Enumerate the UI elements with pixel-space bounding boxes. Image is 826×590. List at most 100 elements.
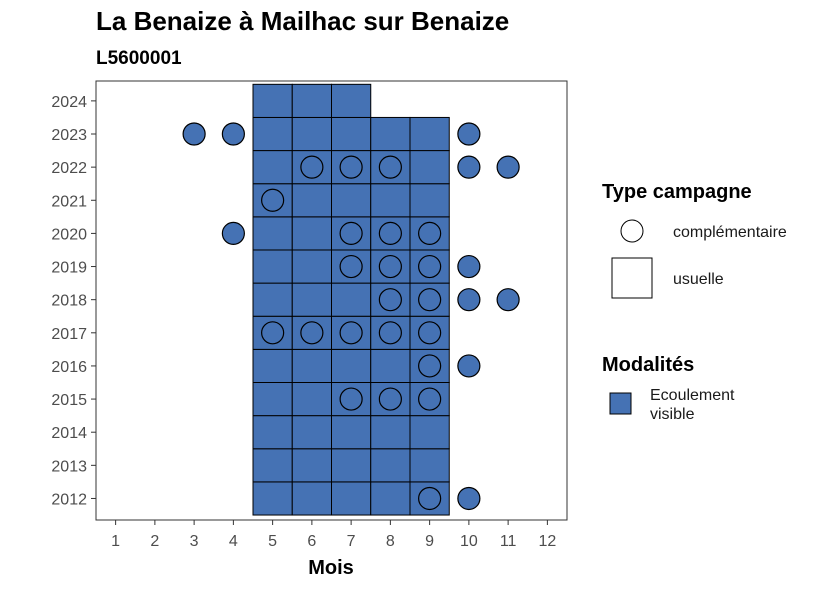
legend-label-usuelle: usuelle [673,271,724,288]
legend-label-modalite: Ecoulement visible [650,387,739,423]
tile-usuelle-2020-5 [252,216,293,251]
tile-usuelle-2023-8 [370,116,411,152]
point-complementaire-2023-10 [457,122,481,146]
point-complementaire-2015-7 [339,387,363,411]
legend-type-title: Type campagne [602,181,752,203]
tile-usuelle-2012-8 [370,481,411,516]
tile-usuelle-2014-5 [252,415,293,450]
y-tick-label-2021: 2021 [51,193,87,210]
tile-usuelle-2019-6 [291,249,332,284]
tile-usuelle-2015-6 [291,382,332,417]
point-complementaire-2018-11 [496,288,520,312]
x-tick-label-11: 11 [500,533,517,550]
x-tick-label-4: 4 [229,533,238,550]
tile-usuelle-2019-5 [252,249,293,284]
point-complementaire-2017-6 [300,321,324,345]
y-tick-label-2015: 2015 [51,392,87,409]
legend: Type campagne complémentaire usuelle Mod… [602,181,787,423]
point-complementaire-2017-9 [418,321,442,345]
tile-usuelle-2023-5 [252,116,293,152]
tile-usuelle-2022-5 [252,150,293,185]
point-complementaire-2017-8 [378,321,402,345]
y-tick-label-2014: 2014 [51,425,87,442]
tile-usuelle-2013-7 [331,448,372,483]
tile-usuelle-2023-6 [291,116,332,152]
point-complementaire-2022-8 [378,155,402,179]
tile-usuelle-2013-9 [409,448,450,483]
legend-label-complementaire: complémentaire [673,224,787,241]
x-tick-label-7: 7 [347,533,356,550]
plot-panel [95,80,568,521]
point-complementaire-2022-11 [496,155,520,179]
tile-usuelle-2023-9 [409,116,450,152]
point-complementaire-2017-5 [261,321,285,345]
tile-usuelle-2018-7 [331,282,372,317]
tile-usuelle-2013-8 [370,448,411,483]
point-complementaire-2022-6 [300,155,324,179]
tile-usuelle-2023-7 [331,116,372,152]
y-tick-label-2019: 2019 [51,260,87,277]
tile-usuelle-2014-9 [409,415,450,450]
point-complementaire-2023-4 [221,122,245,146]
tile-usuelle-2013-6 [291,448,332,483]
legend-square-key [611,257,653,299]
y-tick-label-2016: 2016 [51,359,87,376]
x-tick-label-6: 6 [307,533,316,550]
point-complementaire-2015-8 [378,387,402,411]
point-complementaire-2019-8 [378,254,402,279]
x-tick-label-3: 3 [190,533,199,550]
point-complementaire-2019-7 [339,254,363,279]
y-tick-label-2018: 2018 [51,293,87,310]
point-complementaire-2021-5 [261,188,285,212]
tile-usuelle-2022-9 [409,150,450,185]
tile-usuelle-2021-8 [370,183,411,218]
chart-title: La Benaize à Mailhac sur Benaize [96,6,509,36]
legend-modalites-title: Modalités [602,354,694,376]
tile-usuelle-2015-5 [252,382,293,417]
x-tick-label-8: 8 [386,533,395,550]
tile-usuelle-2016-6 [291,348,332,384]
point-complementaire-2016-10 [457,354,481,378]
x-axis-title: Mois [308,557,354,579]
point-complementaire-2020-8 [378,221,402,246]
y-tick-label-2022: 2022 [51,160,87,177]
y-tick-label-2017: 2017 [51,326,87,343]
point-complementaire-2016-9 [418,354,442,378]
tile-usuelle-2016-8 [370,348,411,384]
point-complementaire-2022-10 [457,155,481,179]
tile-usuelle-2018-6 [291,282,332,317]
tile-usuelle-2024-6 [291,83,332,118]
x-tick-label-10: 10 [460,533,478,550]
x-tick-label-1: 1 [111,533,120,550]
x-tick-label-9: 9 [425,533,434,550]
y-axis: 2012 2013 2014 2015 2016 2017 2018 2019 2020 2021… [51,94,96,508]
y-tick-label-2012: 2012 [51,491,87,508]
tile-usuelle-2024-5 [252,83,293,118]
tile-usuelle-2021-6 [291,183,332,218]
chart-subtitle: L5600001 [96,48,182,69]
point-complementaire-2015-9 [418,387,442,411]
point-complementaire-2020-9 [418,221,442,246]
y-tick-label-2024: 2024 [51,94,87,111]
point-complementaire-2017-7 [339,321,363,345]
x-tick-label-5: 5 [268,533,277,550]
x-tick-label-2: 2 [150,533,159,550]
tile-usuelle-2016-7 [331,348,372,384]
legend-fill-key [609,392,632,415]
tile-usuelle-2014-8 [370,415,411,450]
tile-usuelle-2024-7 [331,83,372,118]
y-tick-label-2023: 2023 [51,127,87,144]
tile-usuelle-2012-7 [331,481,372,516]
point-complementaire-2019-10 [457,254,481,279]
tile-usuelle-2014-7 [331,415,372,450]
tile-usuelle-2018-5 [252,282,293,317]
point-complementaire-2018-10 [457,288,481,312]
point-complementaire-2019-9 [418,254,442,279]
tile-usuelle-2021-9 [409,183,450,218]
x-tick-label-12: 12 [538,533,556,550]
tile-usuelle-2020-6 [291,216,332,251]
tile-usuelle-2021-7 [331,183,372,218]
point-complementaire-2018-9 [418,288,442,312]
legend-circle-key [620,219,644,243]
